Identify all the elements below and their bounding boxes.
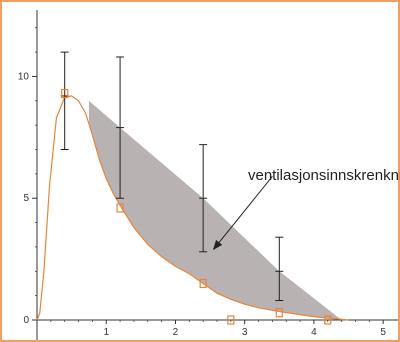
data-marker [324,315,332,325]
x-tick-label: 4 [311,327,317,338]
x-tick-label: 5 [380,327,386,338]
shaded-area-layer [88,100,342,320]
data-marker [116,203,124,213]
y-tick-label: 5 [23,193,29,204]
y-tick-label: 0 [23,315,29,326]
annotation-layer: ventilasjonsinnskrenkning [212,167,400,251]
data-marker [275,308,283,318]
y-tick-label: 10 [18,71,30,82]
error-bars-layer [60,51,284,302]
x-tick-label: 1 [103,327,109,338]
axes-layer: 1 2 3 4 5 0 5 10 [18,10,398,340]
shaded-area [88,100,342,320]
data-marker [227,315,235,325]
data-marker [199,278,207,289]
data-marker [61,88,69,99]
x-tick-label: 3 [242,327,248,338]
annotation-arrow [212,175,273,251]
x-tick-label: 2 [173,327,179,338]
markers-layer [61,88,332,325]
annotation-label: ventilasjonsinnskrenkning [248,167,400,184]
